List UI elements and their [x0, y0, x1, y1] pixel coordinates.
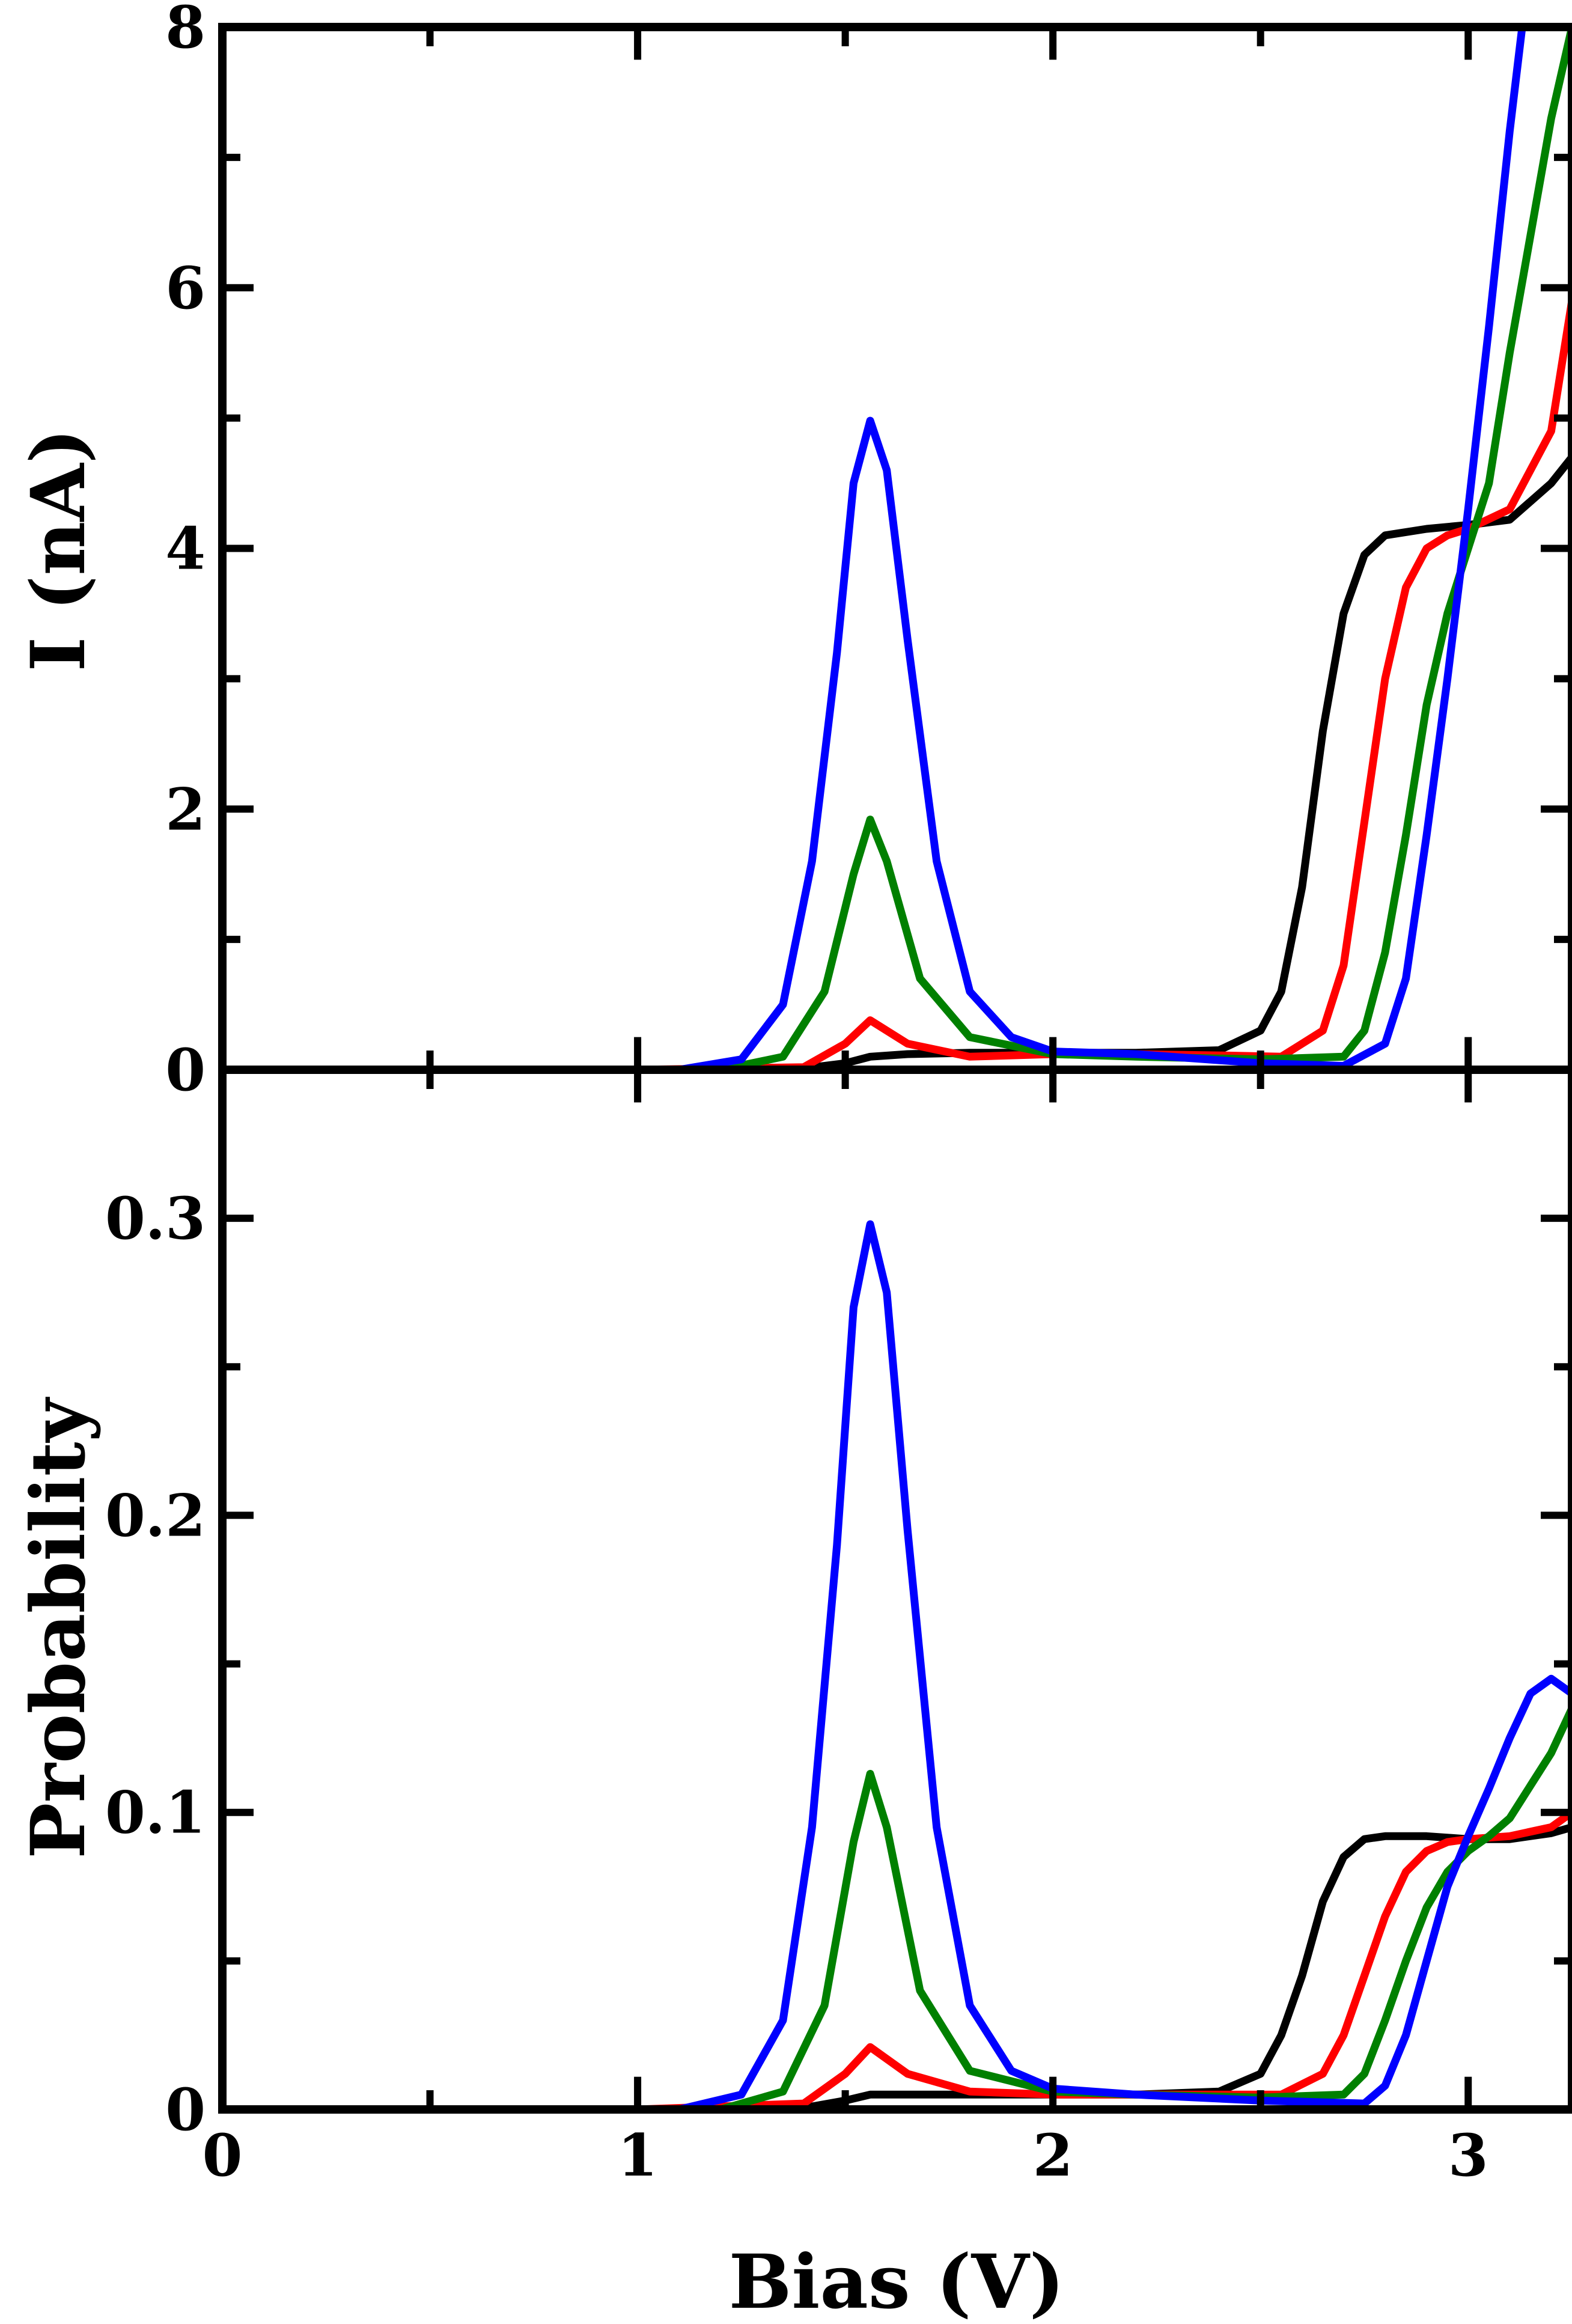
bottom-curves	[222, 1220, 1572, 2109]
y-tick-label: 6	[165, 254, 206, 322]
y-tick-label: 0.3	[105, 1185, 206, 1252]
y-tick-label: 0.2	[105, 1481, 206, 1549]
series-line-blue-top	[222, 27, 1526, 1070]
series-line-red-top	[222, 296, 1572, 1070]
x-axis-title: Bias (V)	[729, 2239, 1065, 2324]
top-tick-labels: 0 2 4 6 8	[165, 0, 206, 1104]
top-curves	[222, 27, 1572, 1070]
series-line-green-bottom	[222, 1704, 1572, 2109]
series-line-black-bottom	[222, 1823, 1572, 2109]
x-tick-label: 0	[203, 2121, 243, 2189]
bottom-panel-frame	[218, 1066, 1572, 2114]
x-tick-label: 1	[618, 2121, 658, 2189]
series-line-red-bottom	[222, 1808, 1572, 2109]
top-y-axis-title: I (nA)	[15, 429, 102, 672]
y-tick-label: 0	[165, 2076, 206, 2144]
bottom-panel: 0 0.1 0.2 0.3 0 1 2 3 Probability Bias (V)	[15, 1070, 1572, 2324]
series-line-blue-bottom	[222, 1220, 1572, 2109]
y-tick-label: 0.1	[105, 1779, 206, 1847]
y-tick-label: 4	[165, 515, 206, 583]
y-tick-label: 0	[165, 1036, 206, 1104]
y-tick-label: 8	[165, 0, 206, 61]
x-tick-label: 2	[1033, 2121, 1073, 2189]
bottom-tick-labels: 0 0.1 0.2 0.3 0 1 2 3	[105, 1185, 1488, 2189]
top-panel: 0 2 4 6 8 I (nA)	[15, 0, 1572, 1104]
series-line-black-top	[222, 453, 1572, 1070]
bottom-y-axis-title: Probability	[15, 1396, 102, 1859]
x-tick-label: 3	[1448, 2121, 1488, 2189]
y-tick-label: 2	[165, 775, 206, 843]
